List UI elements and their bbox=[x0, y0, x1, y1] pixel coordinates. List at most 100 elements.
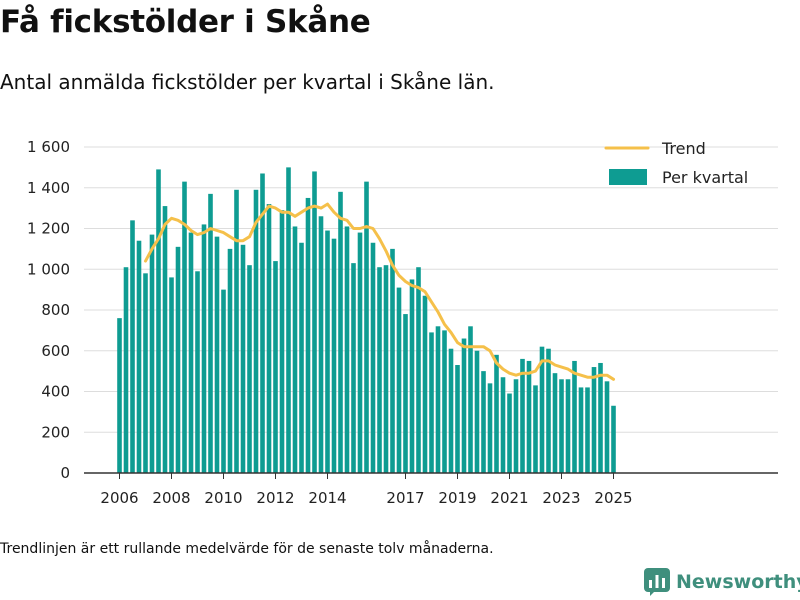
bar bbox=[149, 234, 155, 473]
bar bbox=[481, 371, 486, 473]
bar bbox=[273, 261, 278, 473]
bar bbox=[312, 171, 317, 473]
bar bbox=[227, 248, 233, 473]
x-tick-label: 2019 bbox=[438, 489, 476, 507]
bar bbox=[247, 265, 252, 473]
x-tick-label: 2012 bbox=[256, 489, 294, 507]
trend-line bbox=[144, 202, 615, 381]
bar bbox=[286, 167, 291, 473]
y-tick-label: 800 bbox=[41, 301, 70, 319]
bar bbox=[494, 354, 499, 473]
bar bbox=[344, 226, 350, 473]
x-tick-label: 2025 bbox=[594, 489, 632, 507]
bar bbox=[552, 373, 558, 473]
bar bbox=[474, 350, 480, 473]
x-tick-label: 2006 bbox=[100, 489, 138, 507]
bar bbox=[123, 267, 129, 473]
bar bbox=[461, 338, 467, 473]
y-tick-label: 1 000 bbox=[27, 260, 70, 278]
bar-series bbox=[117, 167, 616, 474]
bar bbox=[364, 181, 369, 473]
legend-bar-swatch bbox=[609, 169, 647, 185]
bar bbox=[526, 360, 532, 473]
bar bbox=[520, 358, 525, 473]
bar bbox=[403, 314, 408, 473]
bar bbox=[370, 242, 376, 473]
bar bbox=[305, 197, 311, 473]
bar bbox=[377, 267, 382, 473]
bar bbox=[533, 385, 538, 473]
bar bbox=[318, 216, 324, 473]
bar bbox=[260, 173, 265, 474]
trend-series bbox=[144, 202, 615, 381]
bar bbox=[338, 191, 343, 473]
bar bbox=[188, 232, 194, 473]
bar bbox=[279, 210, 285, 473]
x-tick-label: 2021 bbox=[490, 489, 528, 507]
footnote: Trendlinjen är ett rullande medelvärde f… bbox=[0, 541, 494, 557]
bar bbox=[559, 379, 564, 473]
x-tick-label: 2008 bbox=[152, 489, 190, 507]
y-tick-label: 0 bbox=[60, 464, 70, 482]
bar bbox=[117, 318, 122, 473]
bar bbox=[234, 189, 239, 473]
x-tick-label: 2023 bbox=[542, 489, 580, 507]
bar bbox=[435, 326, 441, 473]
bar bbox=[253, 189, 259, 473]
bar bbox=[221, 289, 226, 473]
y-tick-label: 200 bbox=[41, 423, 70, 441]
bar bbox=[585, 387, 590, 473]
bar bbox=[325, 230, 330, 473]
bar bbox=[357, 232, 363, 473]
bar bbox=[598, 362, 603, 473]
bar bbox=[351, 263, 356, 473]
chart-title: Få fickstölder i Skåne bbox=[0, 4, 371, 40]
x-tick-label: 2014 bbox=[308, 489, 346, 507]
y-tick-label: 1 200 bbox=[27, 220, 70, 238]
bar bbox=[383, 265, 389, 473]
bar bbox=[266, 204, 272, 474]
bar bbox=[507, 393, 512, 473]
bar bbox=[409, 279, 415, 473]
brand-logo: Newsworthy bbox=[644, 568, 800, 596]
bar bbox=[214, 236, 220, 473]
legend-trend-label: Trend bbox=[661, 139, 706, 158]
bar bbox=[487, 383, 493, 473]
bar bbox=[591, 367, 597, 473]
y-tick-label: 1 600 bbox=[27, 138, 70, 156]
bar bbox=[500, 377, 506, 473]
chart-area: 0 200 400 600 800 1 000 1 200 1 400 1 600 2006 200… bbox=[27, 138, 778, 507]
x-tick-label: 2017 bbox=[386, 489, 424, 507]
bar bbox=[611, 405, 616, 473]
bar bbox=[429, 332, 434, 473]
bar bbox=[572, 360, 577, 473]
bar bbox=[546, 348, 551, 473]
bar bbox=[539, 346, 545, 473]
bar bbox=[565, 379, 571, 473]
x-tick-label: 2010 bbox=[204, 489, 242, 507]
y-tick-label: 400 bbox=[41, 383, 70, 401]
bar bbox=[136, 240, 142, 473]
bar bbox=[455, 365, 460, 473]
bar bbox=[130, 220, 135, 473]
bar bbox=[175, 246, 181, 473]
bar bbox=[292, 226, 298, 473]
bar bbox=[208, 193, 213, 474]
bar bbox=[442, 330, 447, 473]
bar bbox=[396, 287, 402, 473]
bar bbox=[513, 379, 519, 473]
bar bbox=[390, 248, 395, 473]
legend: Trend Per kvartal bbox=[604, 139, 748, 187]
bar bbox=[201, 224, 207, 473]
bar bbox=[195, 271, 200, 473]
bar bbox=[143, 273, 148, 473]
bar bbox=[299, 242, 304, 473]
chart-subtitle: Antal anmälda fickstölder per kvartal i … bbox=[0, 70, 495, 94]
bar bbox=[331, 238, 337, 473]
bar bbox=[604, 381, 610, 473]
y-tick-label: 1 400 bbox=[27, 179, 70, 197]
newsworthy-logo-icon bbox=[644, 568, 670, 596]
bar bbox=[240, 244, 246, 473]
y-tick-label: 600 bbox=[41, 342, 70, 360]
bar bbox=[182, 181, 187, 473]
